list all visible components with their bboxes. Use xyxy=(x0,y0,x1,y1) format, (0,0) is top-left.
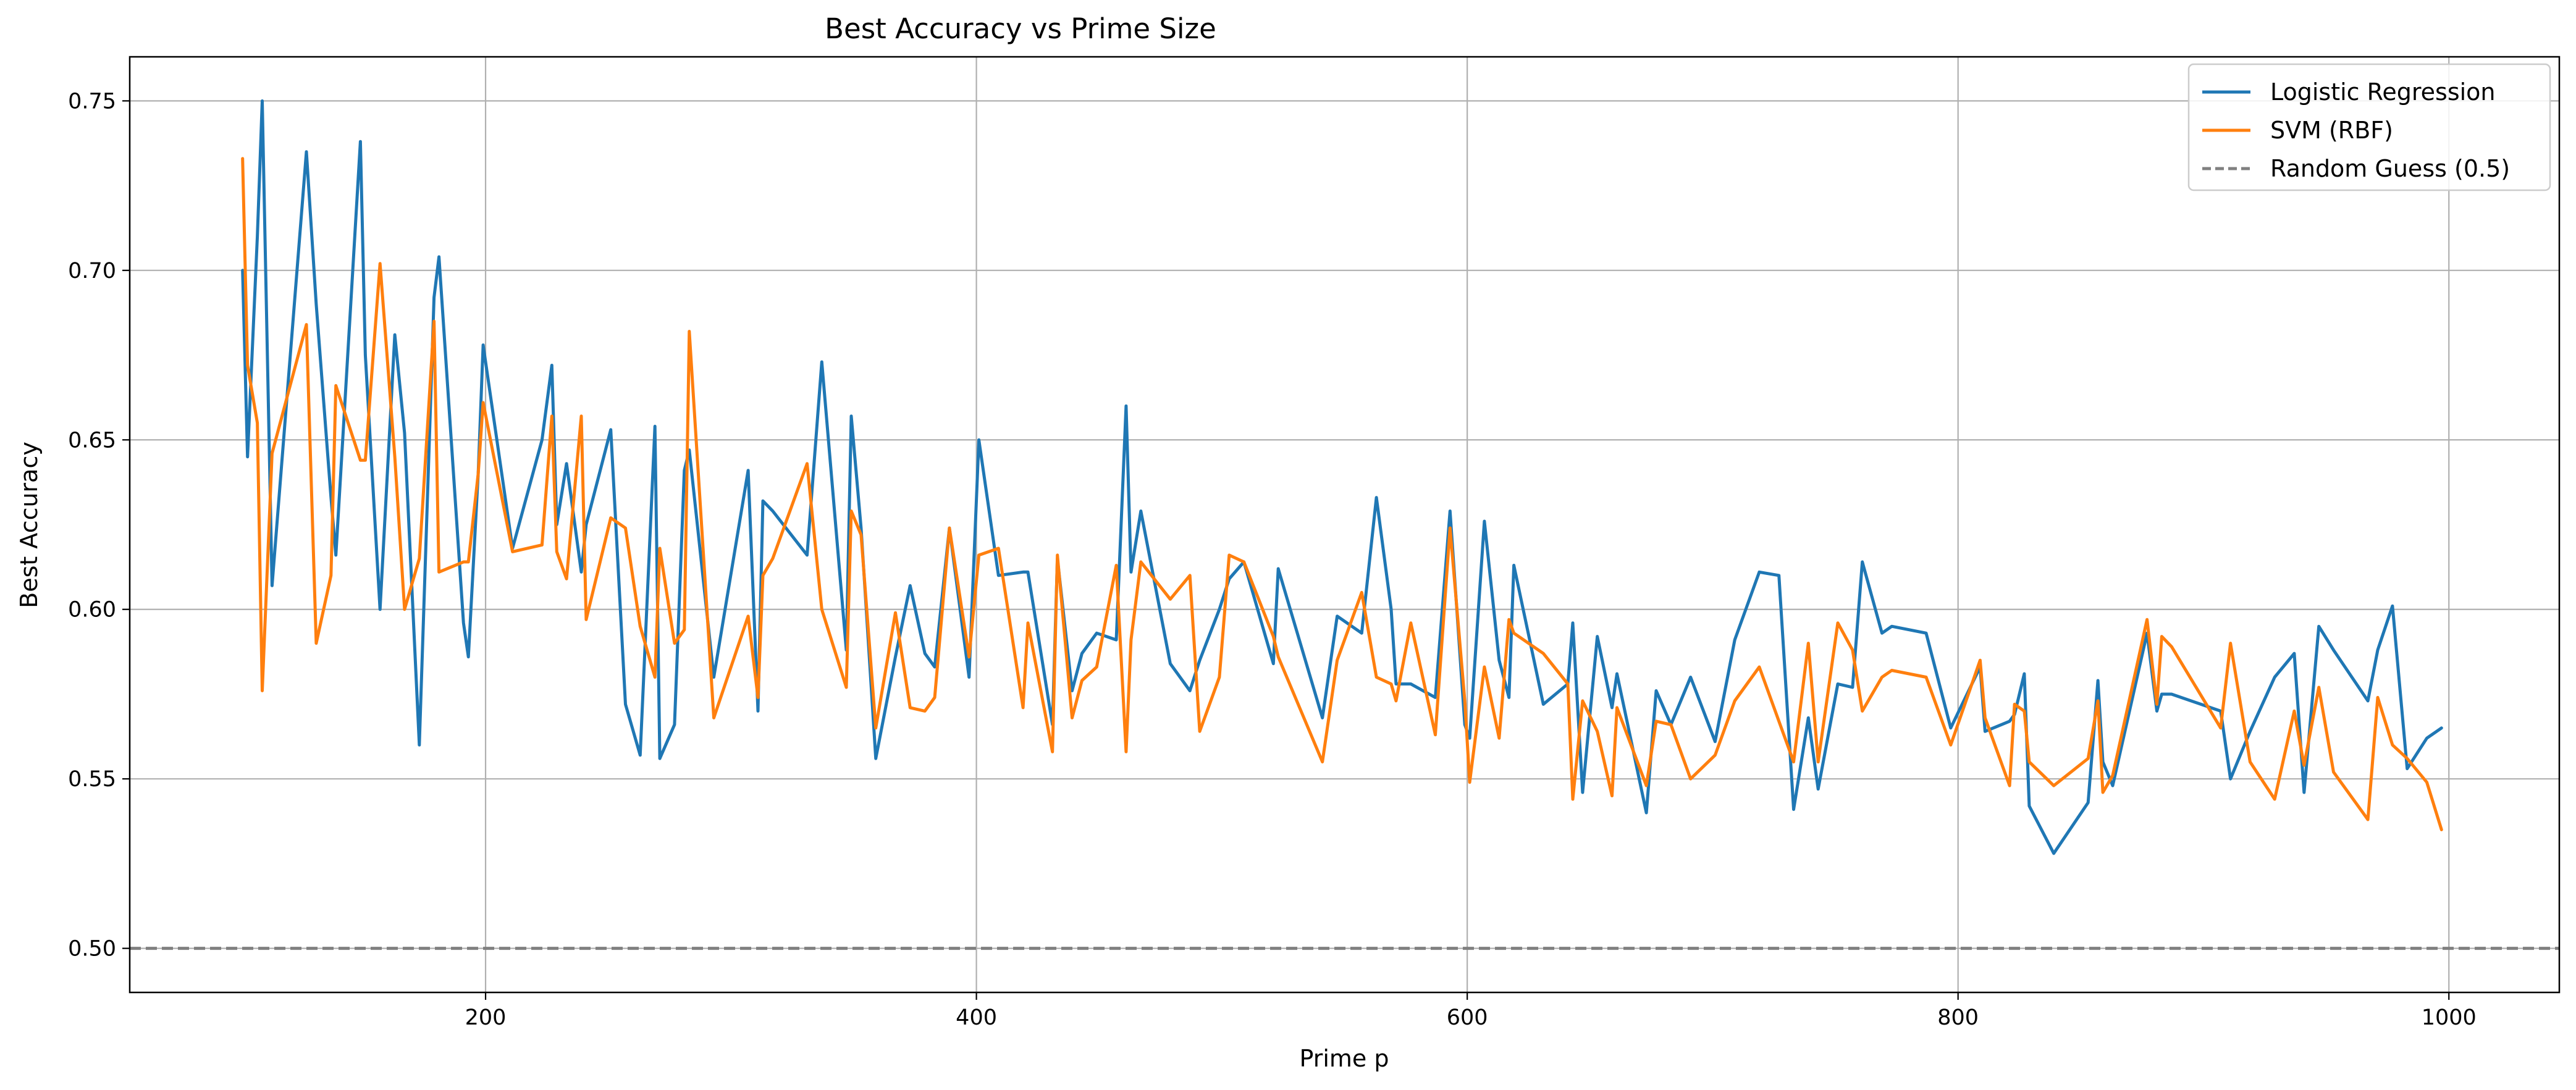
plot-frame xyxy=(128,56,2561,994)
x-axis-ticks: 200 400 600 800 1000 xyxy=(465,992,2477,1030)
x-axis-label: Prime p xyxy=(1299,1045,1389,1072)
y-axis-ticks: 0.50 0.55 0.60 0.65 0.70 0.75 xyxy=(68,89,130,962)
y-tick-label: 0.55 xyxy=(68,767,116,792)
series-group xyxy=(241,99,2443,855)
x-tick-label: 600 xyxy=(1447,1005,1488,1030)
grid-lines xyxy=(130,57,2559,992)
x-tick-label: 400 xyxy=(956,1005,997,1030)
y-tick-label: 0.50 xyxy=(68,937,116,962)
y-tick-label: 0.65 xyxy=(68,428,116,453)
x-tick-label: 200 xyxy=(465,1005,507,1030)
y-tick-label: 0.75 xyxy=(68,89,116,114)
legend-box xyxy=(2187,63,2551,191)
legend: Logistic Regression SVM (RBF) Random Guess… xyxy=(2187,63,2551,191)
legend-logistic-regression-label: Logistic Regression xyxy=(2270,78,2496,106)
legend-svm-rbf-label: SVM (RBF) xyxy=(2270,117,2393,144)
x-tick-label: 1000 xyxy=(2422,1005,2477,1030)
y-axis-label: Best Accuracy xyxy=(15,442,43,608)
legend-random-guess-label: Random Guess (0.5) xyxy=(2270,155,2510,182)
chart-title: Best Accuracy vs Prime Size xyxy=(825,12,1216,45)
y-tick-label: 0.70 xyxy=(68,259,116,283)
x-tick-label: 800 xyxy=(1937,1005,1979,1030)
svm-rbf-line xyxy=(241,157,2443,831)
y-tick-label: 0.60 xyxy=(68,598,116,623)
